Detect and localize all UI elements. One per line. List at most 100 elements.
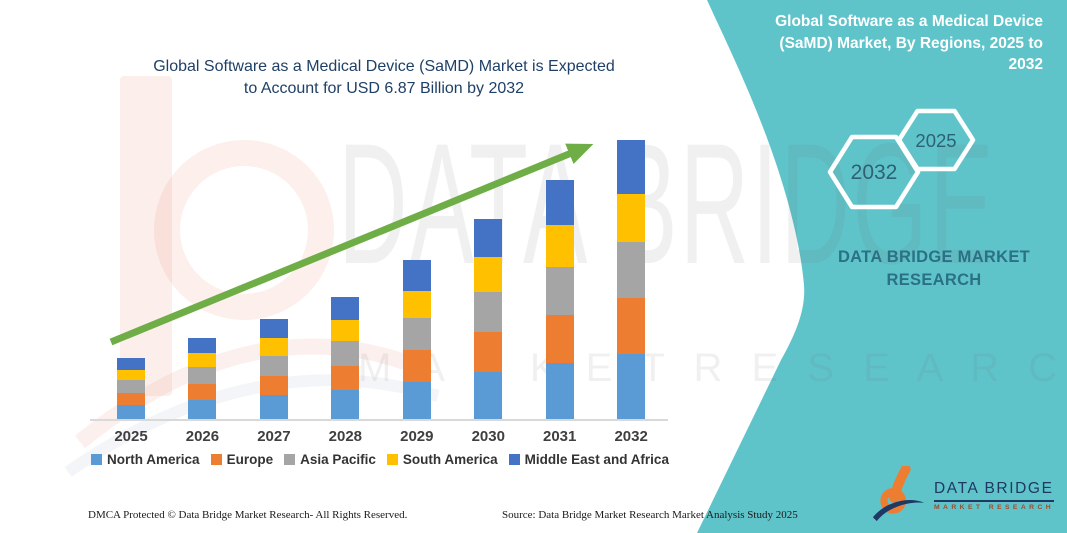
- stacked-bar-2025: [117, 358, 145, 419]
- legend-swatch-icon: [284, 454, 296, 465]
- chart-title-line1: Global Software as a Medical Device (SaM…: [153, 58, 615, 75]
- legend-label: Asia Pacific: [300, 452, 376, 467]
- bar-segment-2027-asia-pacific: [259, 355, 288, 376]
- bar-segment-2029-europe: [402, 350, 431, 382]
- bar-segment-2030-asia-pacific: [474, 291, 503, 332]
- x-axis-label-2031: 2031: [543, 428, 577, 445]
- bar-segment-2026-south-america: [188, 353, 217, 368]
- bar-segment-2028-middle-east-and-africa: [331, 297, 360, 321]
- bar-segment-2031-middle-east-and-africa: [545, 179, 574, 226]
- legend-swatch-icon: [91, 454, 103, 465]
- hexagon-2025-label: 2025: [915, 130, 956, 151]
- side-panel-title-line1: Global Software as a Medical Device: [775, 13, 1043, 30]
- brand-text: DATA BRIDGE MARKET RESEARCH: [828, 246, 1040, 292]
- x-axis-label-2025: 2025: [114, 428, 148, 445]
- bar-segment-2032-south-america: [617, 193, 646, 243]
- bar-segment-2027-north-america: [259, 395, 288, 419]
- stacked-bar-2031: [545, 179, 574, 419]
- side-panel-title-line3: 2032: [1008, 56, 1043, 73]
- brand-text-line2: RESEARCH: [886, 271, 982, 289]
- x-axis-line: [90, 419, 668, 421]
- legend-label: South America: [402, 452, 498, 467]
- legend-item-middle-east-and-africa: Middle East and Africa: [508, 452, 669, 467]
- bar-segment-2032-north-america: [617, 353, 646, 419]
- bar-segment-2029-middle-east-and-africa: [402, 260, 431, 291]
- stacked-bar-2032: [617, 140, 646, 419]
- bar-segment-2026-asia-pacific: [188, 367, 217, 384]
- chart-title-line2: to Account for USD 6.87 Billion by 2032: [243, 80, 525, 97]
- bar-segment-2028-south-america: [331, 320, 360, 342]
- bar-segment-2031-asia-pacific: [545, 267, 574, 316]
- stacked-bar-2027: [259, 319, 288, 419]
- bar-segment-2025-asia-pacific: [117, 380, 145, 393]
- bar-segment-2032-middle-east-and-africa: [617, 140, 646, 194]
- bar-segment-2028-north-america: [331, 390, 360, 419]
- bar-segment-2027-south-america: [259, 338, 288, 356]
- hexagon-2032-label: 2032: [851, 161, 898, 184]
- hexagon-badges: 2032 2025: [827, 108, 976, 210]
- stacked-bar-2030: [474, 218, 503, 419]
- bar-segment-2030-south-america: [474, 256, 503, 292]
- stacked-bar-2028: [331, 297, 360, 419]
- legend-item-north-america: North America: [91, 452, 200, 467]
- bar-segment-2026-middle-east-and-africa: [188, 337, 217, 354]
- x-axis-label-2026: 2026: [185, 428, 220, 445]
- footer-source: Source: Data Bridge Market Research Mark…: [502, 509, 798, 521]
- chart-legend: North America Europe Asia Pacific South Ame…: [70, 452, 690, 467]
- x-axis-label-2032: 2032: [614, 428, 648, 445]
- bar-segment-2031-south-america: [545, 225, 574, 268]
- x-axis-label-2028: 2028: [328, 428, 363, 445]
- logo-d-swoosh: [872, 499, 925, 522]
- brand-text-line1: DATA BRIDGE MARKET: [837, 248, 1031, 266]
- side-panel-title: Global Software as a Medical Device (SaM…: [735, 11, 1043, 76]
- stacked-bar-2029: [402, 260, 431, 419]
- bar-segment-2025-south-america: [117, 369, 145, 381]
- teal-panel-path: [697, 0, 1067, 533]
- dbmr-logo-name: DATA BRIDGE: [934, 480, 1055, 502]
- bar-segment-2030-europe: [474, 331, 503, 372]
- footer-dmca: DMCA Protected © Data Bridge Market Rese…: [88, 509, 408, 521]
- legend-swatch-icon: [210, 454, 222, 465]
- dbmr-logo-subtitle: MARKET RESEARCH: [934, 503, 1055, 511]
- bar-segment-2028-europe: [331, 365, 360, 391]
- legend-item-asia-pacific: Asia Pacific: [284, 452, 376, 467]
- stacked-bar-2026: [188, 337, 217, 419]
- bar-segment-2025-europe: [117, 392, 145, 405]
- legend-swatch-icon: [508, 454, 520, 465]
- bar-segment-2025-middle-east-and-africa: [117, 358, 145, 370]
- hexagon-2025: [896, 108, 976, 172]
- legend-item-south-america: South America: [386, 452, 498, 467]
- legend-label: North America: [107, 452, 200, 467]
- legend-label: Europe: [226, 452, 274, 467]
- bar-segment-2031-north-america: [545, 362, 574, 419]
- x-axis-label-2029: 2029: [400, 428, 434, 445]
- legend-label: Middle East and Africa: [524, 452, 669, 467]
- dbmr-logo-text: DATA BRIDGE MARKET RESEARCH: [934, 480, 1055, 511]
- hexagon-2032: [827, 134, 921, 210]
- legend-item-europe: Europe: [210, 452, 274, 467]
- bar-segment-2027-europe: [259, 375, 288, 396]
- bar-segment-2028-asia-pacific: [331, 341, 360, 366]
- bar-segment-2026-europe: [188, 383, 217, 400]
- bar-segment-2032-asia-pacific: [617, 242, 646, 299]
- bar-segment-2030-middle-east-and-africa: [474, 218, 503, 257]
- side-panel-title-line2: (SaMD) Market, By Regions, 2025 to: [779, 34, 1043, 52]
- bar-segment-2032-europe: [617, 298, 646, 354]
- x-axis-label-2030: 2030: [471, 428, 505, 445]
- bar-segment-2027-middle-east-and-africa: [259, 319, 288, 339]
- logo-b-stem: [889, 466, 911, 503]
- bar-segment-2029-south-america: [402, 290, 431, 319]
- bar-segment-2029-asia-pacific: [402, 318, 431, 350]
- x-axis-label-2027: 2027: [257, 428, 291, 445]
- bar-segment-2029-north-america: [402, 381, 431, 419]
- bar-segment-2031-europe: [545, 315, 574, 363]
- dbmr-logo: DATA BRIDGE MARKET RESEARCH: [870, 466, 1055, 524]
- bar-segment-2025-north-america: [117, 404, 145, 419]
- legend-swatch-icon: [386, 454, 398, 465]
- bar-segment-2030-north-america: [474, 371, 503, 419]
